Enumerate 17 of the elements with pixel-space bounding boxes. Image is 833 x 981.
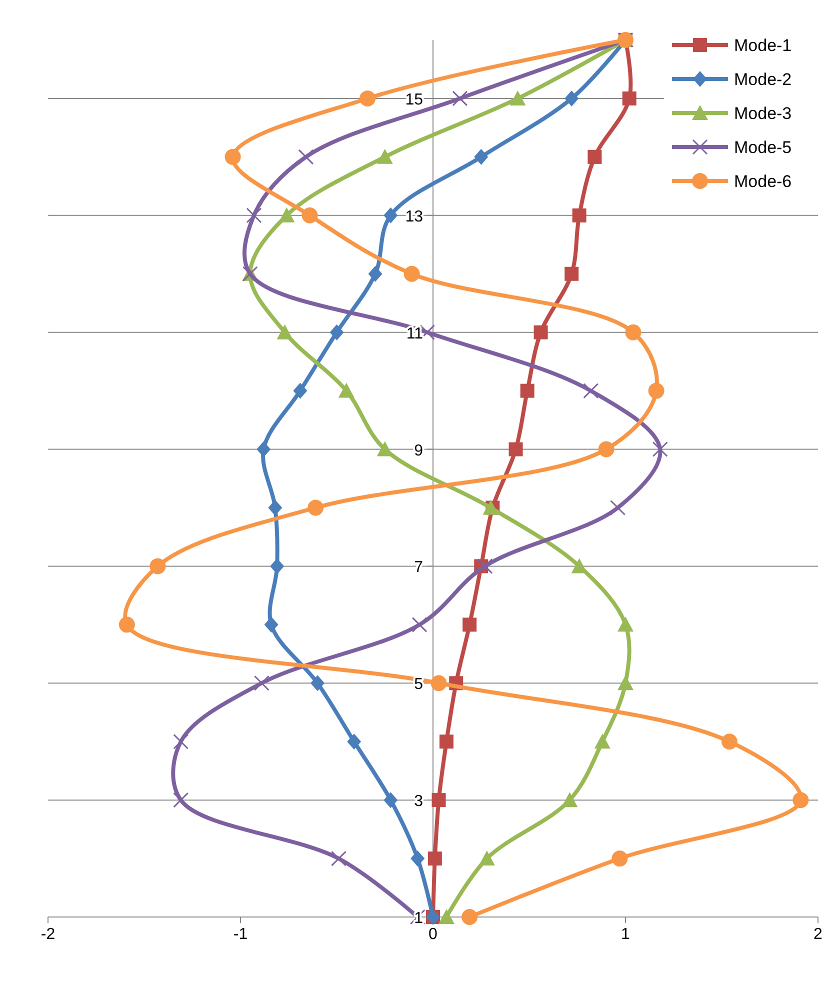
legend-label: Mode-2 (734, 70, 792, 89)
legend-label: Mode-1 (734, 36, 792, 55)
y-tick-label: 1 (414, 910, 424, 927)
y-tick-label: 11 (406, 325, 424, 342)
x-tick-label: -2 (40, 926, 56, 943)
x-tick-label: 0 (428, 926, 438, 943)
y-tick-label: 9 (414, 442, 424, 460)
legend-label: Mode-6 (734, 172, 792, 191)
y-tick-label: 13 (405, 208, 424, 226)
x-tick-label: 1 (621, 926, 630, 943)
legend-label: Mode-3 (734, 104, 792, 123)
legend-label: Mode-5 (734, 138, 792, 157)
y-tick-label: 7 (414, 559, 424, 576)
y-tick-label: 15 (405, 91, 424, 108)
x-tick-label: 2 (814, 926, 823, 943)
y-tick-label: 3 (414, 793, 424, 810)
x-tick-label: -1 (233, 926, 248, 943)
